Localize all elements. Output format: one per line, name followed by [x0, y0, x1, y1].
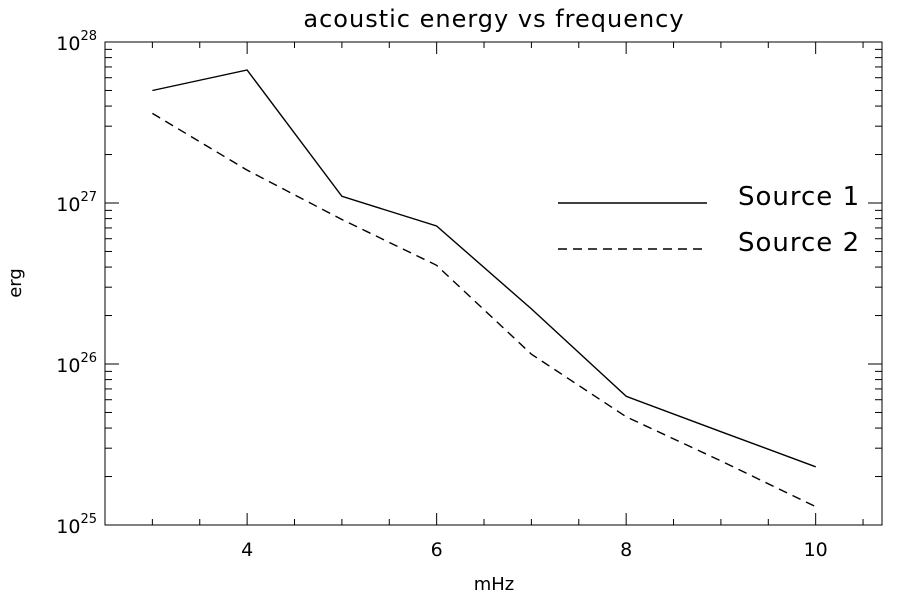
y-tick-label: 1028 [56, 29, 97, 55]
x-tick-label: 4 [241, 539, 253, 561]
ticks: 4 6 8 10 1025 1026 1027 1028 [56, 29, 882, 561]
y-tick-label: 1025 [56, 512, 97, 538]
legend-label-2: Source 2 [738, 228, 860, 258]
x-tick-label: 10 [804, 539, 828, 561]
plot-frame [104, 41, 883, 526]
chart-title: acoustic energy vs frequency [303, 5, 684, 33]
series-line-2 [152, 112, 817, 508]
legend: Source 1 Source 2 [558, 182, 860, 258]
series [152, 69, 817, 508]
axes [104, 41, 883, 526]
y-tick-label: 1027 [56, 190, 97, 216]
x-tick-label: 6 [431, 539, 443, 561]
y-tick-label: 1026 [56, 351, 97, 377]
x-axis-label: mHz [474, 574, 515, 595]
series-line-1 [152, 69, 816, 468]
legend-label-1: Source 1 [738, 182, 860, 212]
y-axis-label: erg [5, 268, 26, 298]
x-tick-label: 8 [620, 539, 632, 561]
